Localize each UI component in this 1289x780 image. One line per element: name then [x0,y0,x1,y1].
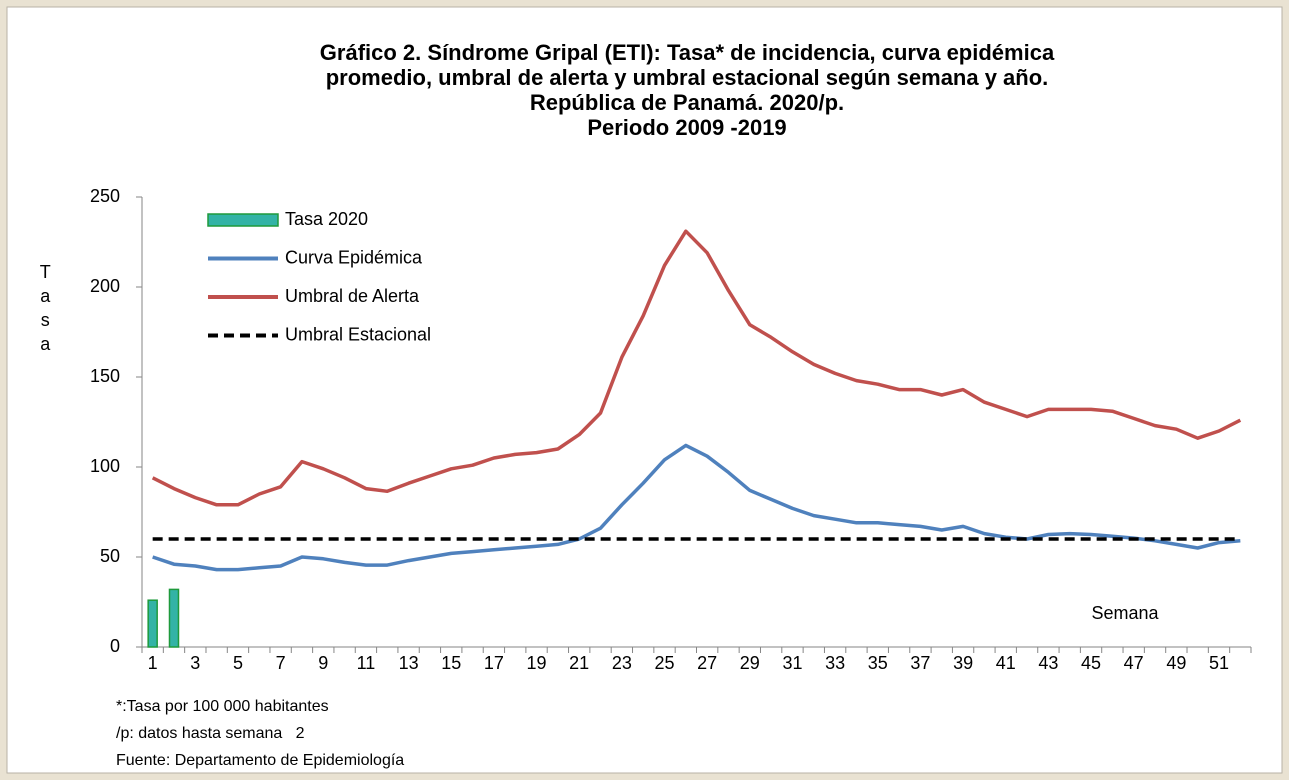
chart-title: Periodo 2009 -2019 [587,115,786,140]
x-tick-label: 9 [318,653,328,673]
x-tick-label: 25 [654,653,674,673]
y-tick-label: 50 [100,546,120,566]
x-tick-label: 35 [868,653,888,673]
x-tick-label: 17 [484,653,504,673]
chart-title: promedio, umbral de alerta y umbral esta… [326,65,1049,90]
legend-swatch [207,213,279,227]
legend-label: Umbral de Alerta [285,286,420,306]
bar [168,588,180,648]
y-tick-label: 150 [90,366,120,386]
bar [147,599,158,648]
y-tick-label: 250 [90,186,120,206]
chart-area [6,6,1283,774]
x-tick-label: 21 [569,653,589,673]
x-tick-label: 51 [1209,653,1229,673]
x-tick-label: 47 [1124,653,1144,673]
x-tick-label: 27 [697,653,717,673]
x-tick-label: 33 [825,653,845,673]
footnote: Fuente: Departamento de Epidemiología [116,752,404,769]
chart-title: Gráfico 2. Síndrome Gripal (ETI): Tasa* … [320,40,1055,65]
legend-label: Umbral Estacional [285,324,431,344]
x-tick-label: 31 [782,653,802,673]
x-tick-label: 15 [441,653,461,673]
y-axis-label: Tasa [35,262,55,358]
x-tick-label: 23 [612,653,632,673]
legend-label: Tasa 2020 [285,209,368,229]
y-tick-label: 100 [90,456,120,476]
line-series [151,229,1242,507]
x-tick-label: 49 [1166,653,1186,673]
line-series [152,443,1241,572]
footnote: *:Tasa por 100 000 habitantes [116,698,329,715]
legend-label: Curva Epidémica [285,247,423,267]
x-tick-label: 41 [996,653,1016,673]
annotation: Semana [1091,603,1159,623]
x-tick-label: 7 [276,653,286,673]
x-tick-label: 5 [233,653,243,673]
x-tick-label: 19 [527,653,547,673]
x-tick-label: 37 [910,653,930,673]
x-tick-label: 3 [190,653,200,673]
x-tick-label: 45 [1081,653,1101,673]
x-tick-label: 29 [740,653,760,673]
y-tick-label: 0 [110,636,120,656]
chart-title: República de Panamá. 2020/p. [530,90,844,115]
x-tick-label: 1 [148,653,158,673]
footnote: /p: datos hasta semana 2 [116,725,305,742]
x-tick-label: 43 [1038,653,1058,673]
x-tick-label: 11 [357,653,376,673]
y-tick-label: 200 [90,276,120,296]
x-tick-label: 39 [953,653,973,673]
x-tick-label: 13 [399,653,419,673]
